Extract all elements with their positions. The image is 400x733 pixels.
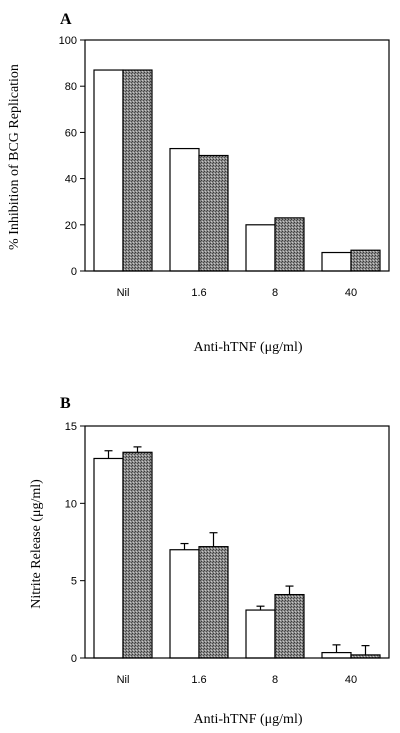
panel-b-y-tick-label: 0 [71, 653, 77, 665]
panel-a-bar-series2 [198, 154, 229, 272]
panel-a-y-ticks [80, 39, 85, 272]
panel-a-bars [93, 69, 381, 272]
panel-b-y-tick-label: 5 [71, 576, 77, 588]
panel-a-y-tick-labels: 0 20 40 60 80 100 [59, 35, 77, 278]
panel-a-bar-series1 [321, 251, 352, 272]
panel-a-bar-series1 [245, 224, 276, 272]
panel-b-category-label: Nil [117, 674, 130, 686]
panel-a-y-tick-label: 80 [65, 81, 77, 93]
panel-b-chart: B 0 5 10 15 Nil 1.6 8 40 Nitrite Release (μg/m… [29, 395, 390, 727]
panel-a-bar-series1 [169, 147, 200, 272]
panel-b-y-tick-label: 10 [65, 498, 77, 510]
panel-b-bar-series2 [198, 546, 229, 659]
panel-b-category-label: 8 [272, 674, 278, 686]
panel-a-y-tick-label: 40 [65, 174, 77, 186]
panel-a-y-tick-label: 100 [59, 35, 77, 47]
panel-b-category-labels: Nil 1.6 8 40 [117, 674, 358, 686]
panel-b-category-label: 40 [345, 674, 357, 686]
panel-a-bar-series1 [93, 69, 124, 272]
panel-b-letter: B [60, 395, 71, 412]
panel-b-y-tick-labels: 0 5 10 15 [65, 421, 77, 665]
panel-a-bar-series2 [122, 69, 153, 272]
panel-b-bar-series1 [93, 457, 124, 659]
panel-a-category-label: Nil [117, 287, 130, 299]
panel-b-bar-series1 [321, 651, 352, 659]
panel-a-category-label: 1.6 [191, 287, 206, 299]
panel-a-bar-series2 [274, 217, 305, 272]
panel-b-y-ticks [80, 425, 85, 659]
panel-a-y-axis-label: % Inhibition of BCG Replication [7, 64, 22, 250]
panel-b-bar-series2 [274, 593, 305, 659]
panel-b-bar-series1 [245, 609, 276, 659]
panel-a-category-label: 8 [272, 287, 278, 299]
panel-a-category-labels: Nil 1.6 8 40 [117, 287, 358, 299]
panel-b-bar-series2 [122, 451, 153, 659]
panel-b-y-axis-label: Nitrite Release (μg/ml) [29, 479, 44, 609]
panel-b-error-bars [104, 446, 370, 655]
panel-a-category-label: 40 [345, 287, 357, 299]
panel-a-bar-series2 [350, 249, 381, 272]
panel-b-bars [93, 451, 381, 659]
panel-b-category-label: 1.6 [191, 674, 206, 686]
panel-b-x-axis-label: Anti-hTNF (μg/ml) [194, 712, 303, 727]
panel-a-chart: A 0 20 40 60 80 100 Nil 1.6 8 40 % Inhibition of… [7, 11, 390, 355]
panel-b-plot-frame [84, 425, 390, 659]
panel-a-y-tick-label: 20 [65, 220, 77, 232]
panel-a-y-tick-label: 0 [71, 266, 77, 278]
panel-b-y-tick-label: 15 [65, 421, 77, 433]
panel-a-letter: A [60, 11, 72, 28]
panel-a-plot-frame [84, 39, 390, 272]
panel-b-bar-series1 [169, 549, 200, 659]
panel-a-y-tick-label: 60 [65, 127, 77, 139]
panel-a-x-axis-label: Anti-hTNF (μg/ml) [194, 340, 303, 355]
